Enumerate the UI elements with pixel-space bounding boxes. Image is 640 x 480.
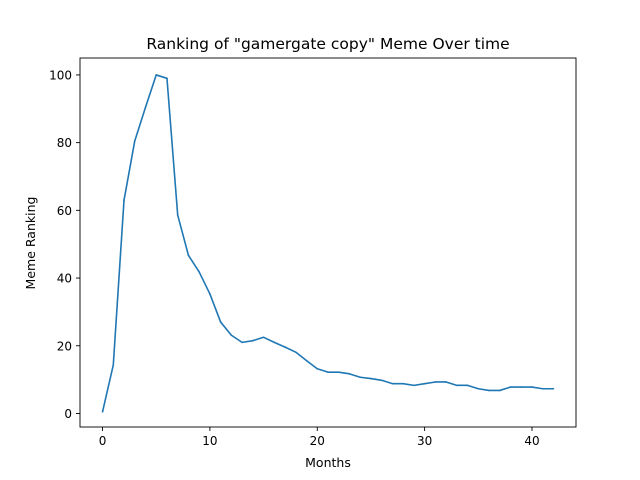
data-point bbox=[284, 346, 286, 348]
data-point bbox=[123, 199, 125, 201]
data-point bbox=[305, 359, 308, 362]
data-point bbox=[198, 271, 200, 273]
plot-frame bbox=[79, 57, 577, 428]
data-point bbox=[262, 336, 265, 339]
series-line bbox=[101, 74, 554, 412]
x-tick-label: 0 bbox=[99, 434, 107, 448]
x-tick-label: 20 bbox=[310, 434, 325, 448]
data-point bbox=[477, 387, 480, 390]
data-point bbox=[101, 410, 104, 413]
y-tick-label: 20 bbox=[57, 339, 72, 353]
data-point bbox=[509, 386, 512, 388]
series-group bbox=[101, 74, 555, 413]
y-axis-label: Meme Ranking bbox=[23, 197, 38, 290]
axis-ticks: 0 10 20 30 40 0 20 40 60 80 100 bbox=[49, 68, 540, 448]
data-point bbox=[133, 140, 136, 142]
data-point bbox=[209, 293, 211, 295]
data-point bbox=[176, 214, 179, 216]
chart-title: Ranking of "gamergate copy" Meme Over ti… bbox=[146, 35, 509, 53]
data-point bbox=[316, 367, 319, 370]
data-point bbox=[252, 339, 254, 342]
data-point bbox=[466, 384, 469, 387]
data-point bbox=[166, 77, 168, 80]
data-point bbox=[337, 371, 340, 373]
data-point bbox=[413, 384, 415, 387]
data-point bbox=[187, 254, 190, 257]
x-axis-label: Months bbox=[305, 455, 351, 470]
data-point bbox=[327, 371, 329, 373]
data-point bbox=[520, 386, 523, 388]
y-tick-label: 80 bbox=[57, 136, 72, 150]
y-tick-label: 100 bbox=[49, 68, 72, 82]
data-point bbox=[402, 382, 404, 385]
data-point bbox=[241, 341, 243, 344]
data-point bbox=[391, 382, 394, 385]
data-point bbox=[531, 386, 533, 388]
data-point bbox=[380, 379, 383, 382]
data-point bbox=[230, 334, 233, 337]
data-point bbox=[370, 377, 372, 380]
data-point bbox=[498, 389, 501, 392]
data-point bbox=[434, 381, 437, 383]
data-point bbox=[541, 387, 544, 390]
data-point bbox=[144, 106, 147, 109]
data-point bbox=[488, 389, 490, 392]
data-point bbox=[423, 382, 426, 385]
data-point bbox=[456, 384, 458, 387]
data-point bbox=[445, 381, 447, 383]
data-point bbox=[273, 341, 276, 344]
y-tick-label: 40 bbox=[57, 272, 72, 286]
x-tick-label: 30 bbox=[417, 434, 432, 448]
data-point bbox=[112, 364, 115, 366]
y-tick-label: 0 bbox=[64, 407, 72, 421]
data-point bbox=[359, 376, 362, 379]
data-point bbox=[552, 387, 555, 390]
y-tick-label: 60 bbox=[57, 204, 72, 218]
data-point bbox=[155, 74, 158, 76]
data-point bbox=[294, 351, 297, 353]
x-tick-label: 10 bbox=[202, 434, 217, 448]
data-point bbox=[348, 373, 351, 375]
x-tick-label: 40 bbox=[524, 434, 539, 448]
data-point bbox=[219, 321, 222, 323]
